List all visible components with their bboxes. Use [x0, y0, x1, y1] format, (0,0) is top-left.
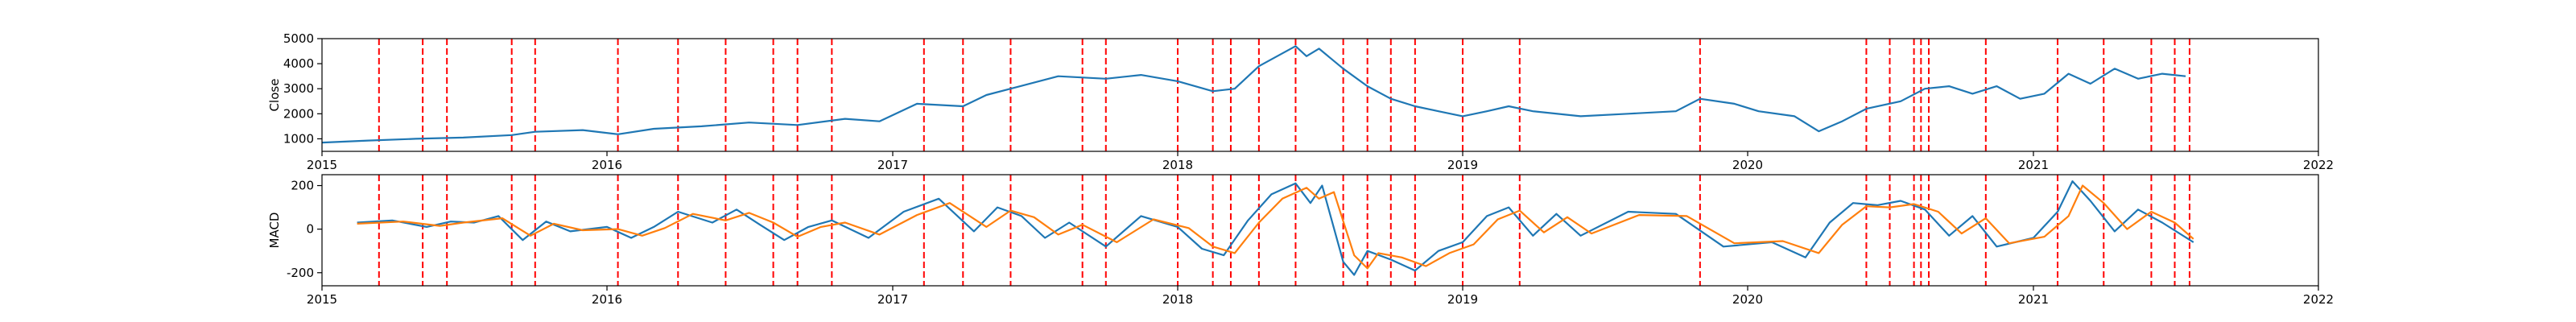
- series-line-1: [357, 184, 2194, 270]
- x-tick-label: 2017: [877, 292, 908, 307]
- x-tick-label: 2022: [2303, 292, 2334, 307]
- y-axis-label: MACD: [267, 213, 282, 249]
- series-line-0: [357, 180, 2194, 276]
- axes-frame: [321, 174, 2319, 287]
- x-tick-label: 2017: [877, 158, 908, 172]
- y-tick-label: 200: [291, 179, 314, 193]
- x-tick-label: 2016: [592, 292, 622, 307]
- x-tick-label: 2016: [592, 158, 622, 172]
- y-tick-label: -200: [287, 266, 314, 280]
- y-axis-label: Close: [267, 79, 282, 112]
- y-tick-label: 2000: [283, 106, 314, 121]
- close-panel: 1000 2000 3000 4000 5000 2015 2016 2017 2018 2019…: [267, 31, 2334, 172]
- event-lines: [378, 175, 2190, 286]
- macd-panel: -200 0 200 2015 2016 2017 2018 2019 2020 2021 2022…: [267, 174, 2334, 307]
- x-tick-label: 2022: [2303, 158, 2334, 172]
- x-tick-label: 2021: [2018, 158, 2049, 172]
- x-tick-label: 2015: [307, 292, 337, 307]
- y-tick-label: 1000: [283, 131, 314, 146]
- x-tick-label: 2020: [1732, 158, 1763, 172]
- x-tick-label: 2019: [1447, 158, 1478, 172]
- series-line-0: [322, 45, 2186, 144]
- x-tick-label: 2015: [307, 158, 337, 172]
- axes-frame: [321, 38, 2319, 152]
- x-tick-label: 2018: [1162, 158, 1193, 172]
- y-tick-label: 4000: [283, 56, 314, 71]
- x-tick-label: 2021: [2018, 292, 2049, 307]
- x-tick-label: 2020: [1732, 292, 1763, 307]
- y-tick-label: 3000: [283, 81, 314, 96]
- x-tick-label: 2019: [1447, 292, 1478, 307]
- event-lines: [378, 39, 2190, 151]
- y-tick-label: 5000: [283, 31, 314, 46]
- y-tick-label: 0: [306, 222, 314, 237]
- x-tick-label: 2018: [1162, 292, 1193, 307]
